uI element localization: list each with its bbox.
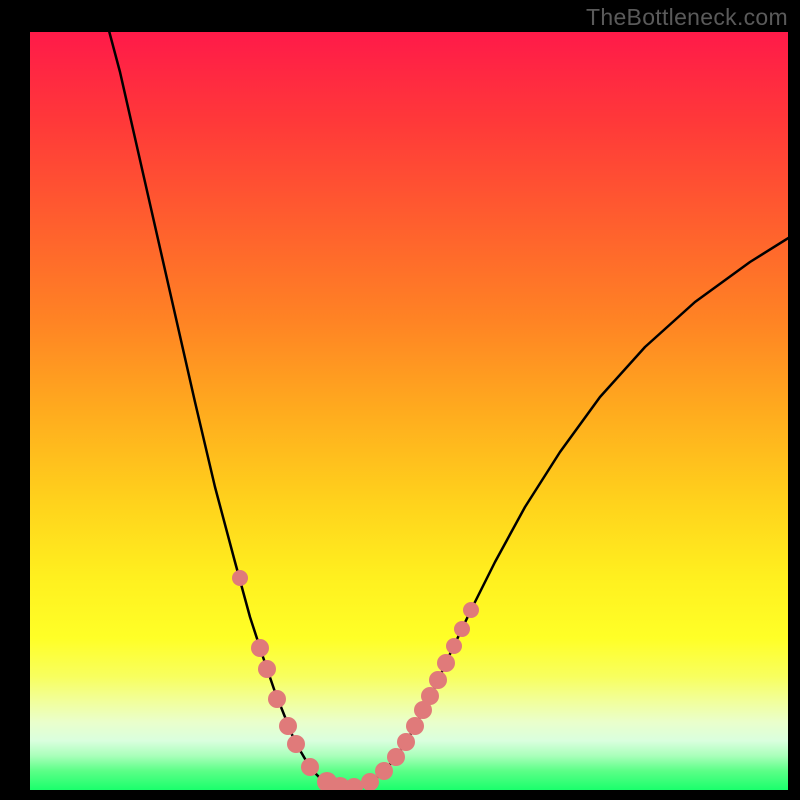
curve-marker xyxy=(454,621,470,637)
curve-marker xyxy=(406,717,424,735)
curve-marker xyxy=(387,748,405,766)
curve-marker xyxy=(437,654,455,672)
gradient-background xyxy=(30,32,788,790)
curve-marker xyxy=(429,671,447,689)
curve-marker xyxy=(279,717,297,735)
curve-marker xyxy=(268,690,286,708)
curve-marker xyxy=(301,758,319,776)
curve-marker xyxy=(258,660,276,678)
curve-marker xyxy=(421,687,439,705)
curve-marker xyxy=(397,733,415,751)
curve-marker xyxy=(232,570,248,586)
curve-marker xyxy=(375,762,393,780)
curve-marker xyxy=(251,639,269,657)
chart-svg xyxy=(30,32,788,790)
curve-marker xyxy=(463,602,479,618)
watermark-text: TheBottleneck.com xyxy=(586,4,788,31)
chart-plot-area xyxy=(30,32,788,790)
curve-marker xyxy=(446,638,462,654)
curve-marker xyxy=(287,735,305,753)
